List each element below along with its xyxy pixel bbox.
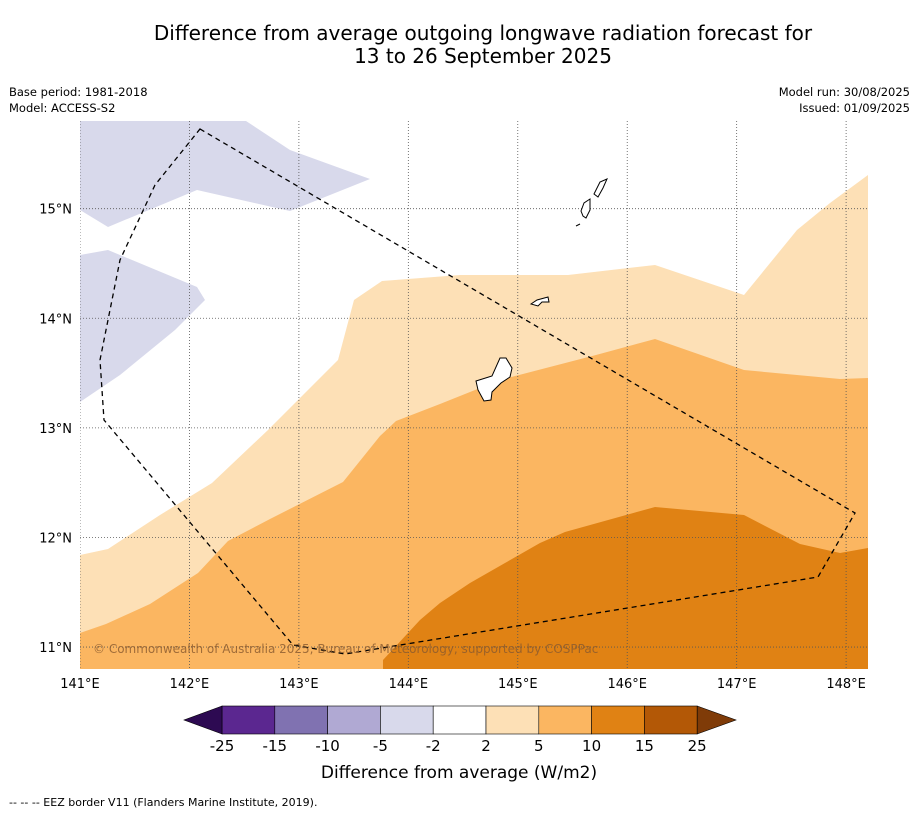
lat-tick-label: 11°N: [39, 641, 72, 656]
title-line-1: Difference from average outgoing longwav…: [153, 21, 813, 45]
lon-tick-labels: 141°E 142°E 143°E 144°E 145°E 146°E 147°E 148°E: [60, 677, 866, 692]
map-area: © Commonwealth of Australia 2025, Bureau…: [80, 121, 868, 669]
colorbar-extend-high: [696, 705, 737, 735]
colorbar-tick-label: -25: [210, 737, 235, 755]
lon-tick-label: 145°E: [498, 677, 538, 692]
colorbar-tick-label: -15: [263, 737, 288, 755]
title-line-2: 13 to 26 September 2025: [354, 44, 612, 68]
lat-tick-label: 15°N: [39, 203, 72, 218]
island-rota: [529, 296, 550, 307]
island-saipan: [593, 178, 608, 198]
lon-tick-label: 141°E: [60, 677, 100, 692]
colorbar-segment: [380, 705, 434, 735]
lat-tick-label: 14°N: [39, 312, 72, 327]
colorbar-segment: [538, 705, 592, 735]
anomaly-region-neg-west: [80, 250, 205, 402]
lat-tick-labels: 11°N 12°N 13°N 14°N 15°N: [39, 203, 72, 656]
lon-tick-label: 148°E: [826, 677, 866, 692]
base-period: Base period: 1981-2018: [9, 85, 148, 99]
colorbar-segment: [327, 705, 381, 735]
colorbar-tick-label: -10: [315, 737, 340, 755]
copyright-text: © Commonwealth of Australia 2025, Bureau…: [93, 642, 598, 656]
island-aguijan: [575, 223, 581, 227]
lon-tick-label: 143°E: [279, 677, 319, 692]
island-tinian: [580, 198, 591, 219]
eez-footnote: -- -- -- EEZ border V11 (Flanders Marine…: [9, 796, 318, 809]
lat-tick-label: 12°N: [39, 531, 72, 546]
anomaly-band-10-15: [383, 507, 868, 669]
colorbar-segment: [591, 705, 645, 735]
colorbar-tick-label: 15: [635, 737, 654, 755]
colorbar-tick-label: 5: [534, 737, 544, 755]
chart-title: Difference from average outgoing longwav…: [0, 22, 919, 68]
lon-tick-label: 144°E: [389, 677, 429, 692]
colorbar-extend-low: [183, 705, 223, 735]
lon-tick-label: 146°E: [607, 677, 647, 692]
colorbar-segment: [432, 705, 487, 735]
lon-tick-label: 142°E: [170, 677, 210, 692]
colorbar-tick-label: -2: [426, 737, 441, 755]
lat-tick-label: 13°N: [39, 422, 72, 437]
colorbar-tick-label: 25: [688, 737, 707, 755]
gridlines: [80, 121, 868, 669]
anomaly-region-neg-north: [80, 121, 370, 227]
colorbar-segment: [274, 705, 328, 735]
meta-right: Model run: 30/08/2025 Issued: 01/09/2025: [779, 84, 910, 116]
island-guam: [475, 357, 513, 402]
model-name: Model: ACCESS-S2: [9, 101, 116, 115]
model-run: Model run: 30/08/2025: [778, 85, 910, 99]
colorbar-tick-label: -5: [373, 737, 388, 755]
colorbar: -25 -15 -10 -5 -2 2 5 10 15 25: [183, 705, 737, 755]
eez-border: [99, 128, 856, 655]
issued-date: Issued: 01/09/2025: [799, 101, 910, 115]
colorbar-segment: [221, 705, 276, 735]
lon-tick-label: 147°E: [717, 677, 757, 692]
meta-left: Base period: 1981-2018 Model: ACCESS-S2: [9, 84, 148, 116]
colorbar-segment: [485, 705, 540, 735]
colorbar-label: Difference from average (W/m2): [321, 763, 597, 783]
colorbar-tick-label: 2: [481, 737, 491, 755]
colorbar-segment: [644, 705, 698, 735]
colorbar-tick-label: 10: [582, 737, 601, 755]
